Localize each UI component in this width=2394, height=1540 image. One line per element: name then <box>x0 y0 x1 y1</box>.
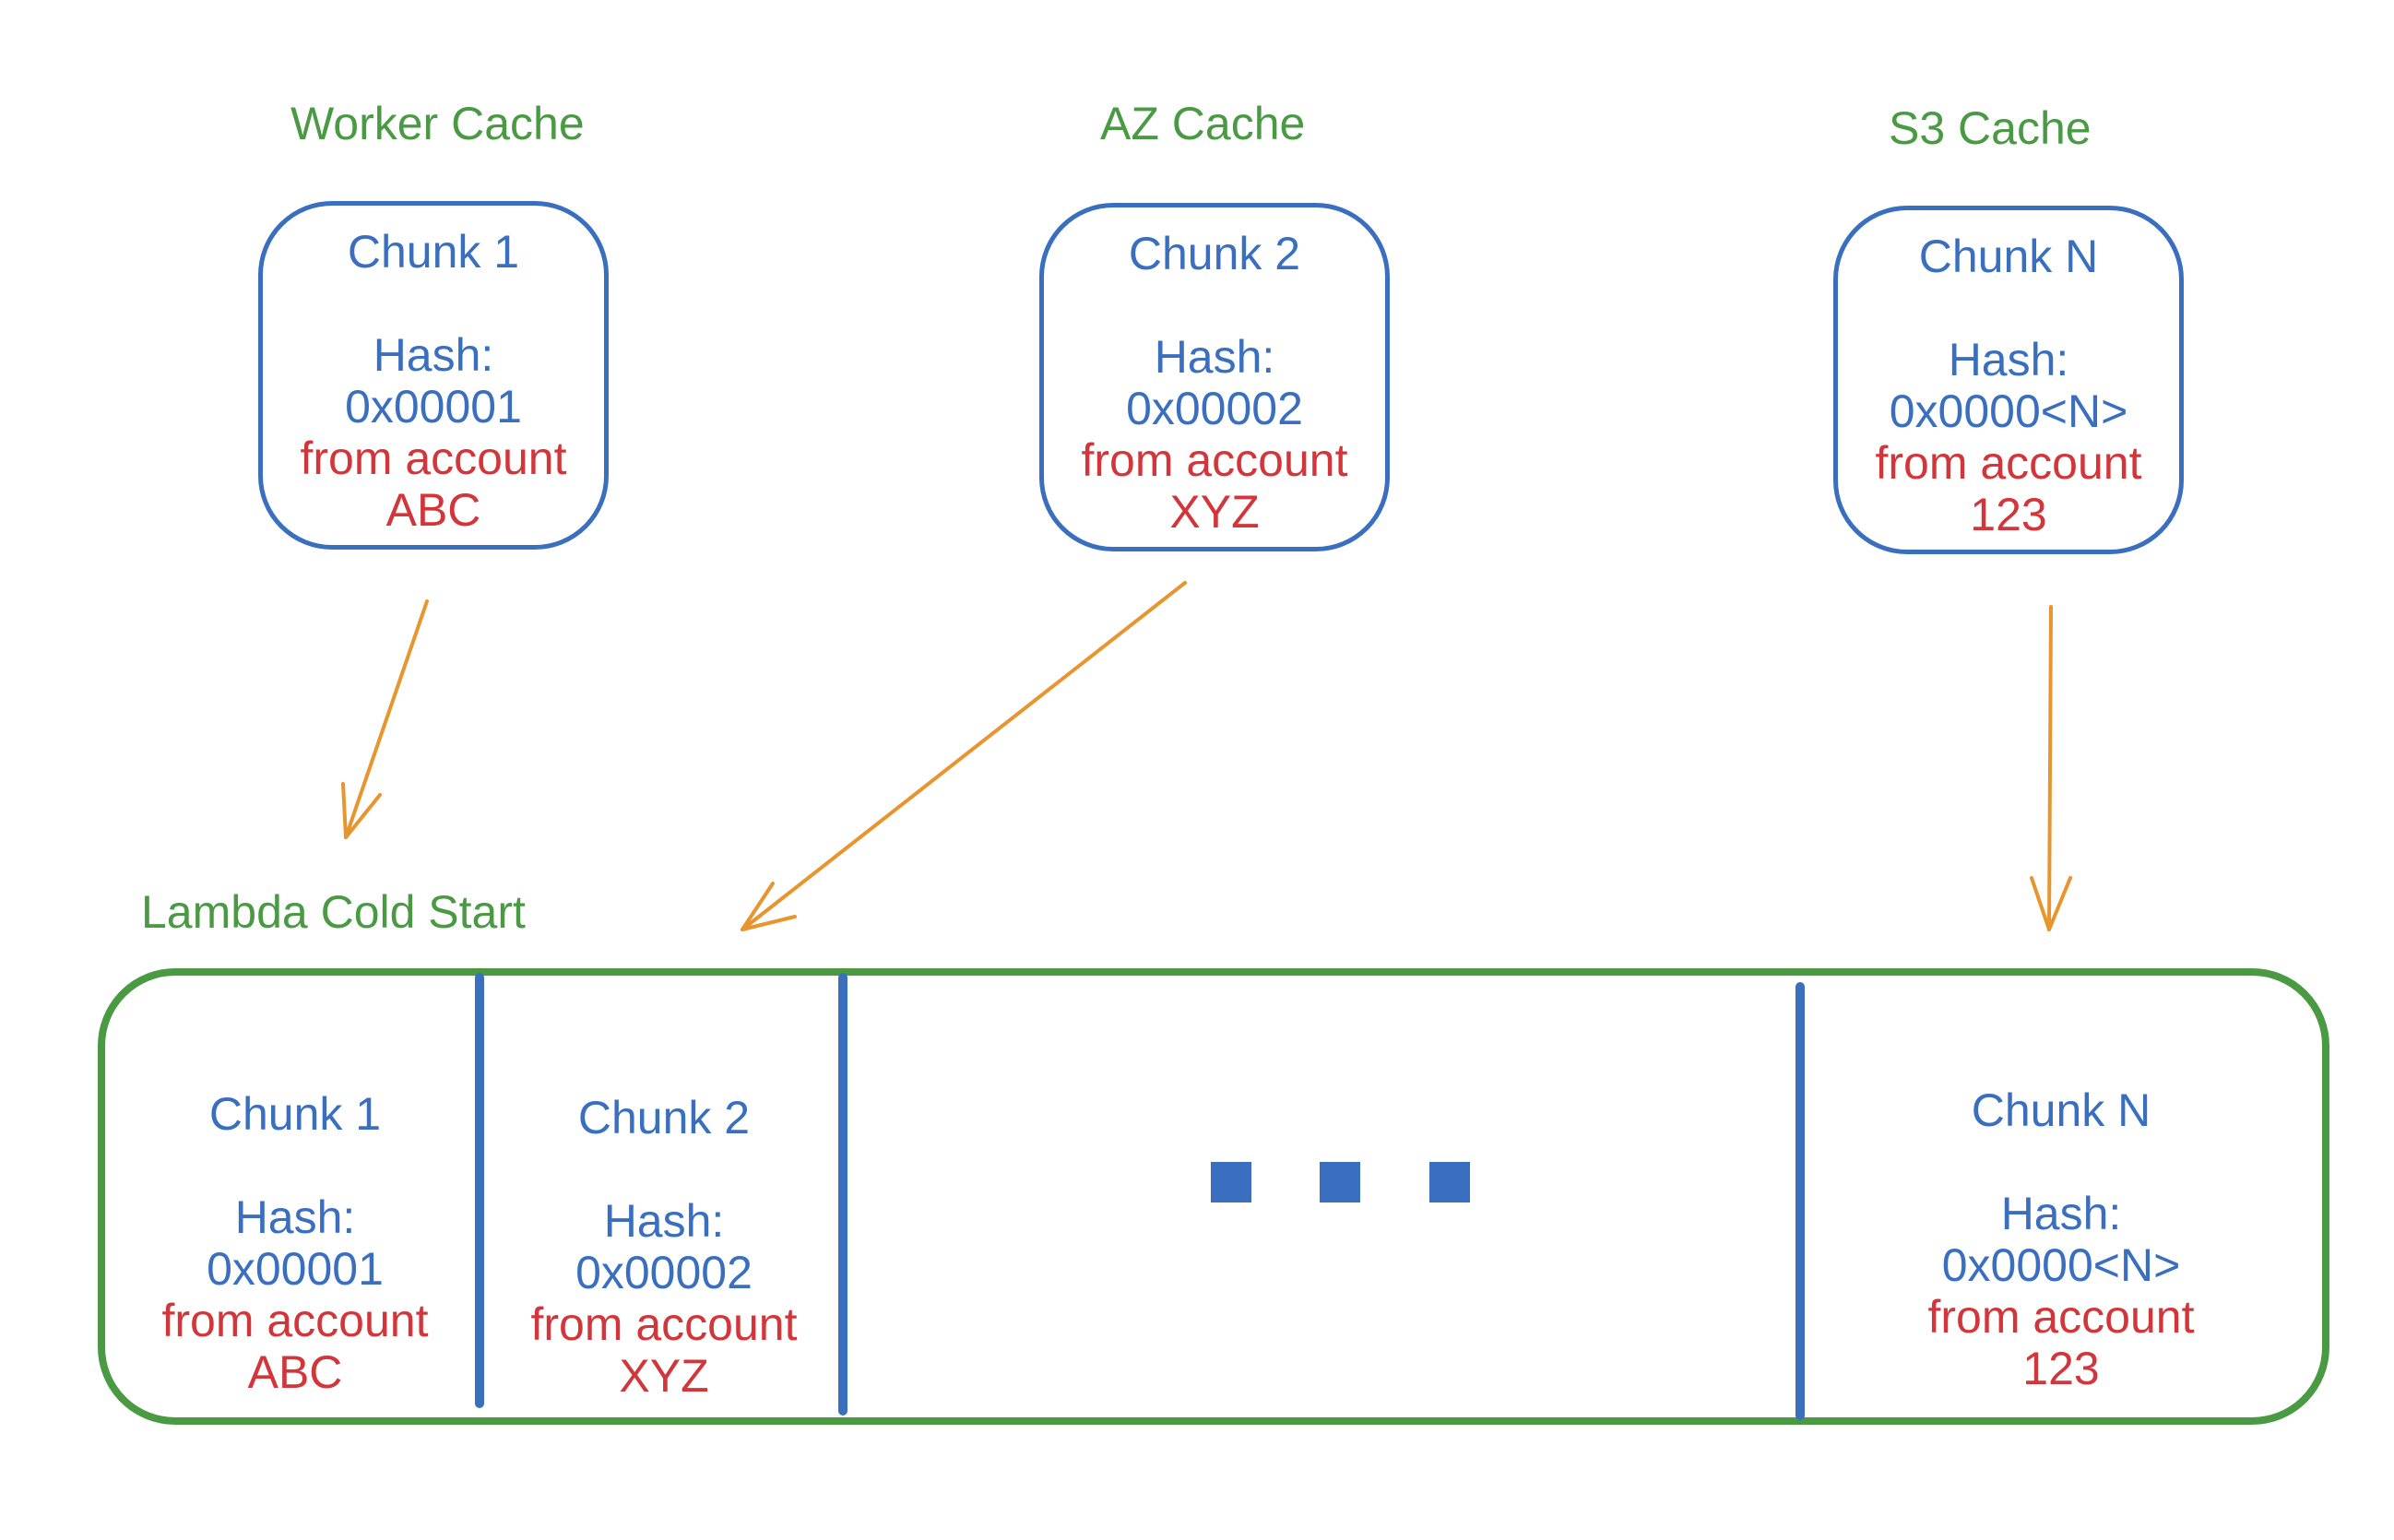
arrow-worker-to-chunk1 <box>341 599 429 839</box>
hash-label: Hash: <box>234 1191 356 1243</box>
hash-label: Hash: <box>373 329 494 381</box>
chunk-title: Chunk 2 <box>1128 228 1301 279</box>
hash-value: 0x00001 <box>345 381 522 432</box>
az-cache-chunk-box: Chunk 2 Hash: 0x00002 from account XYZ <box>1039 203 1390 551</box>
chunk-title: Chunk N <box>1918 231 2099 282</box>
hash-label: Hash: <box>1948 334 2069 385</box>
lambda-cold-start-title: Lambda Cold Start <box>141 886 526 938</box>
account-value: 123 <box>1970 489 2047 540</box>
lambda-cell-chunkn: Chunk N Hash: 0x0000<N> from account 123 <box>1807 1084 2315 1394</box>
ellipsis-dot-3 <box>1429 1162 1470 1202</box>
hash-value: 0x0000<N> <box>1941 1239 2181 1291</box>
hash-label: Hash: <box>2000 1188 2122 1239</box>
from-account-label: from account <box>1927 1291 2195 1343</box>
account-value: 123 <box>2022 1343 2100 1394</box>
hash-label: Hash: <box>603 1195 725 1247</box>
lambda-cell-chunk1: Chunk 1 Hash: 0x00001 from account ABC <box>111 1088 480 1398</box>
chunk-title: Chunk N <box>1971 1084 2151 1136</box>
account-value: ABC <box>247 1346 343 1398</box>
az-cache-title: AZ Cache <box>1100 98 1306 149</box>
lambda-cell-chunk2: Chunk 2 Hash: 0x00002 from account XYZ <box>480 1092 848 1402</box>
hash-value: 0x00002 <box>575 1247 753 1298</box>
hash-value: 0x0000<N> <box>1889 385 2128 437</box>
account-value: XYZ <box>1169 486 1260 538</box>
worker-cache-title: Worker Cache <box>290 98 585 149</box>
arrow-az-to-chunk2 <box>741 581 1187 931</box>
from-account-label: from account <box>300 432 567 484</box>
hash-value: 0x00001 <box>207 1243 384 1295</box>
lambda-container <box>98 968 2329 1425</box>
chunk-title: Chunk 1 <box>208 1088 382 1140</box>
from-account-label: from account <box>1081 434 1348 486</box>
s3-cache-chunk-box: Chunk N Hash: 0x0000<N> from account 123 <box>1833 206 2184 554</box>
from-account-label: from account <box>1875 437 2142 489</box>
account-value: ABC <box>385 484 481 536</box>
chunk-title: Chunk 1 <box>347 226 520 278</box>
hash-label: Hash: <box>1154 331 1275 383</box>
hash-value: 0x00002 <box>1126 383 1303 434</box>
chunk-title: Chunk 2 <box>577 1092 751 1143</box>
from-account-label: from account <box>530 1298 798 1350</box>
arrow-s3-to-chunkn <box>2030 605 2072 931</box>
s3-cache-title: S3 Cache <box>1889 102 2092 154</box>
worker-cache-chunk-box: Chunk 1 Hash: 0x00001 from account ABC <box>258 201 609 550</box>
ellipsis-dot-1 <box>1211 1162 1251 1202</box>
ellipsis-dot-2 <box>1320 1162 1360 1202</box>
from-account-label: from account <box>161 1295 429 1346</box>
account-value: XYZ <box>619 1350 709 1402</box>
